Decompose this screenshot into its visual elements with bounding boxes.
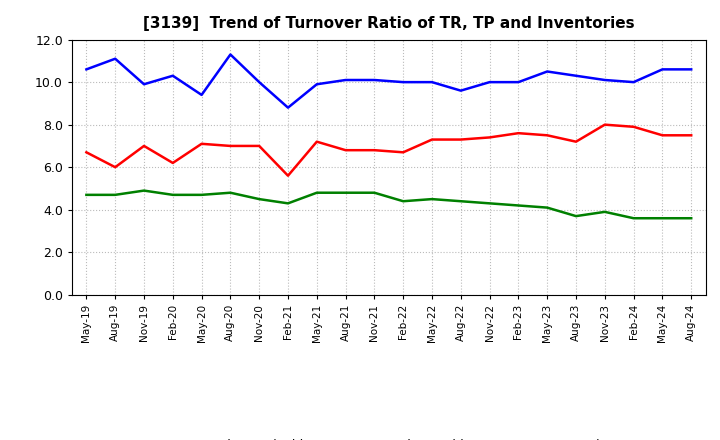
Trade Payables — [456, 88, 465, 93]
Inventories — [514, 203, 523, 208]
Inventories — [226, 190, 235, 195]
Trade Receivables — [485, 135, 494, 140]
Trade Payables — [140, 81, 148, 87]
Trade Payables — [284, 105, 292, 110]
Trade Receivables — [341, 147, 350, 153]
Inventories — [82, 192, 91, 198]
Inventories — [168, 192, 177, 198]
Inventories — [312, 190, 321, 195]
Inventories — [687, 216, 696, 221]
Inventories — [658, 216, 667, 221]
Trade Receivables — [168, 160, 177, 165]
Trade Receivables — [514, 131, 523, 136]
Trade Payables — [399, 80, 408, 85]
Trade Receivables — [140, 143, 148, 149]
Trade Payables — [82, 67, 91, 72]
Trade Receivables — [456, 137, 465, 142]
Inventories — [140, 188, 148, 193]
Trade Receivables — [687, 132, 696, 138]
Trade Receivables — [255, 143, 264, 149]
Trade Payables — [572, 73, 580, 78]
Trade Payables — [370, 77, 379, 83]
Trade Payables — [226, 52, 235, 57]
Inventories — [572, 213, 580, 219]
Inventories — [197, 192, 206, 198]
Trade Receivables — [658, 132, 667, 138]
Inventories — [629, 216, 638, 221]
Trade Payables — [111, 56, 120, 61]
Trade Receivables — [312, 139, 321, 144]
Trade Payables — [600, 77, 609, 83]
Trade Receivables — [226, 143, 235, 149]
Trade Receivables — [629, 124, 638, 129]
Inventories — [485, 201, 494, 206]
Inventories — [255, 196, 264, 202]
Trade Payables — [197, 92, 206, 98]
Trade Payables — [543, 69, 552, 74]
Inventories — [456, 198, 465, 204]
Trade Receivables — [543, 132, 552, 138]
Trade Receivables — [370, 147, 379, 153]
Trade Payables — [428, 80, 436, 85]
Trade Payables — [312, 81, 321, 87]
Line: Trade Payables: Trade Payables — [86, 55, 691, 108]
Trade Receivables — [572, 139, 580, 144]
Legend: Trade Receivables, Trade Payables, Inventories: Trade Receivables, Trade Payables, Inven… — [158, 434, 619, 440]
Trade Receivables — [284, 173, 292, 178]
Inventories — [399, 198, 408, 204]
Trade Payables — [168, 73, 177, 78]
Inventories — [543, 205, 552, 210]
Title: [3139]  Trend of Turnover Ratio of TR, TP and Inventories: [3139] Trend of Turnover Ratio of TR, TP… — [143, 16, 634, 32]
Trade Payables — [255, 80, 264, 85]
Trade Payables — [658, 67, 667, 72]
Inventories — [284, 201, 292, 206]
Line: Trade Receivables: Trade Receivables — [86, 125, 691, 176]
Trade Payables — [485, 80, 494, 85]
Line: Inventories: Inventories — [86, 191, 691, 218]
Inventories — [111, 192, 120, 198]
Inventories — [341, 190, 350, 195]
Trade Receivables — [399, 150, 408, 155]
Trade Receivables — [82, 150, 91, 155]
Trade Payables — [514, 80, 523, 85]
Trade Receivables — [428, 137, 436, 142]
Trade Payables — [629, 80, 638, 85]
Trade Payables — [687, 67, 696, 72]
Inventories — [370, 190, 379, 195]
Trade Payables — [341, 77, 350, 83]
Inventories — [428, 196, 436, 202]
Trade Receivables — [600, 122, 609, 127]
Trade Receivables — [197, 141, 206, 147]
Trade Receivables — [111, 165, 120, 170]
Inventories — [600, 209, 609, 215]
